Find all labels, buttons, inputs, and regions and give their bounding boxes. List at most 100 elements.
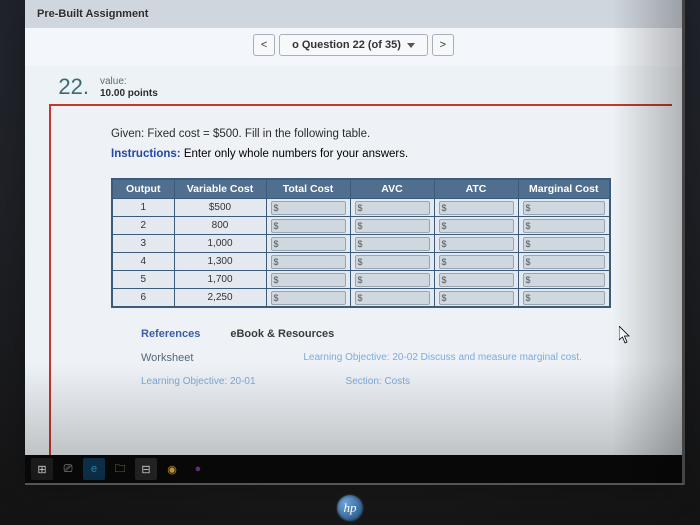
start-icon[interactable]: ⊞ xyxy=(31,458,53,480)
output-cell: 1 xyxy=(112,199,174,217)
marginal-cost-input[interactable]: $ xyxy=(523,237,606,251)
marginal-cost-input[interactable]: $ xyxy=(523,201,606,215)
variable-cost-cell: 1,300 xyxy=(174,253,266,271)
amount-field[interactable] xyxy=(365,274,427,286)
dollar-sign-icon: $ xyxy=(442,275,447,285)
explorer-icon[interactable]: 🗀 xyxy=(109,458,131,480)
table-row: 62,250 $ $ $ $ xyxy=(112,289,610,308)
atc-cell: $ xyxy=(434,235,518,253)
total-cost-cell: $ xyxy=(266,235,350,253)
question-number: 22. xyxy=(25,74,89,100)
dollar-sign-icon: $ xyxy=(358,293,363,303)
atc-input[interactable]: $ xyxy=(439,237,514,251)
amount-field[interactable] xyxy=(533,202,602,214)
atc-cell: $ xyxy=(434,253,518,271)
total-cost-input[interactable]: $ xyxy=(271,201,346,215)
amount-field[interactable] xyxy=(449,256,511,268)
dollar-sign-icon: $ xyxy=(358,257,363,267)
amount-field[interactable] xyxy=(533,274,602,286)
question-selector[interactable]: o Question 22 (of 35) xyxy=(279,34,428,56)
col-header: Marginal Cost xyxy=(518,179,610,199)
avc-input[interactable]: $ xyxy=(355,201,430,215)
total-cost-input[interactable]: $ xyxy=(271,273,346,287)
app-icon[interactable]: ● xyxy=(187,458,209,480)
given-text: Given: Fixed cost = $500. Fill in the fo… xyxy=(111,128,672,140)
marginal-cost-input[interactable]: $ xyxy=(523,219,606,233)
output-cell: 2 xyxy=(112,217,174,235)
output-cell: 6 xyxy=(112,289,174,308)
amount-field[interactable] xyxy=(533,220,602,232)
amount-field[interactable] xyxy=(533,292,602,304)
amount-field[interactable] xyxy=(365,202,427,214)
table-row: 1$500 $ $ $ $ xyxy=(112,199,610,217)
avc-cell: $ xyxy=(350,253,434,271)
amount-field[interactable] xyxy=(449,220,511,232)
total-cost-cell: $ xyxy=(266,271,350,289)
taskview-icon[interactable]: ⎚ xyxy=(57,458,79,480)
amount-field[interactable] xyxy=(533,238,602,250)
references-link[interactable]: References xyxy=(141,328,200,340)
chrome-icon[interactable]: ◉ xyxy=(161,458,183,480)
instructions-text: Enter only whole numbers for your answer… xyxy=(181,148,409,160)
variable-cost-cell: 2,250 xyxy=(174,289,266,308)
learning-objective-1: Learning Objective: 20-02 Discuss and me… xyxy=(303,352,581,363)
dollar-sign-icon: $ xyxy=(442,203,447,213)
amount-field[interactable] xyxy=(281,220,343,232)
atc-input[interactable]: $ xyxy=(439,255,514,269)
amount-field[interactable] xyxy=(533,256,602,268)
amount-field[interactable] xyxy=(365,238,427,250)
dollar-sign-icon: $ xyxy=(358,275,363,285)
total-cost-input[interactable]: $ xyxy=(271,291,346,305)
marginal-cost-cell: $ xyxy=(518,217,610,235)
dollar-sign-icon: $ xyxy=(274,293,279,303)
amount-field[interactable] xyxy=(281,202,343,214)
atc-input[interactable]: $ xyxy=(439,291,514,305)
learning-objective-2: Learning Objective: 20-01 xyxy=(141,376,256,387)
amount-field[interactable] xyxy=(365,292,427,304)
ebook-resources-link[interactable]: eBook & Resources xyxy=(230,328,334,340)
question-box: Given: Fixed cost = $500. Fill in the fo… xyxy=(49,104,672,455)
amount-field[interactable] xyxy=(449,274,511,286)
total-cost-input[interactable]: $ xyxy=(271,237,346,251)
amount-field[interactable] xyxy=(365,220,427,232)
marginal-cost-input[interactable]: $ xyxy=(523,255,606,269)
dollar-sign-icon: $ xyxy=(274,257,279,267)
assignment-header: Pre-Built Assignment xyxy=(25,0,682,28)
avc-input[interactable]: $ xyxy=(355,273,430,287)
atc-cell: $ xyxy=(434,289,518,308)
avc-input[interactable]: $ xyxy=(355,237,430,251)
marginal-cost-input[interactable]: $ xyxy=(523,291,606,305)
atc-input[interactable]: $ xyxy=(439,219,514,233)
amount-field[interactable] xyxy=(281,256,343,268)
edge-icon[interactable]: e xyxy=(83,458,105,480)
amount-field[interactable] xyxy=(449,202,511,214)
store-icon[interactable]: ⊟ xyxy=(135,458,157,480)
next-question-button[interactable]: > xyxy=(432,34,454,56)
marginal-cost-input[interactable]: $ xyxy=(523,273,606,287)
dollar-sign-icon: $ xyxy=(526,257,531,267)
marginal-cost-cell: $ xyxy=(518,289,610,308)
amount-field[interactable] xyxy=(281,274,343,286)
atc-input[interactable]: $ xyxy=(439,201,514,215)
col-header: Total Cost xyxy=(266,179,350,199)
dollar-sign-icon: $ xyxy=(526,239,531,249)
section-label: Section: Costs xyxy=(346,376,410,387)
total-cost-input[interactable]: $ xyxy=(271,255,346,269)
amount-field[interactable] xyxy=(281,292,343,304)
amount-field[interactable] xyxy=(449,292,511,304)
output-cell: 4 xyxy=(112,253,174,271)
variable-cost-cell: 1,000 xyxy=(174,235,266,253)
total-cost-input[interactable]: $ xyxy=(271,219,346,233)
amount-field[interactable] xyxy=(281,238,343,250)
total-cost-cell: $ xyxy=(266,289,350,308)
amount-field[interactable] xyxy=(449,238,511,250)
variable-cost-cell: $500 xyxy=(174,199,266,217)
amount-field[interactable] xyxy=(365,256,427,268)
marginal-cost-cell: $ xyxy=(518,199,610,217)
prev-question-button[interactable]: < xyxy=(253,34,275,56)
avc-cell: $ xyxy=(350,199,434,217)
avc-input[interactable]: $ xyxy=(355,219,430,233)
atc-input[interactable]: $ xyxy=(439,273,514,287)
avc-input[interactable]: $ xyxy=(355,255,430,269)
avc-input[interactable]: $ xyxy=(355,291,430,305)
